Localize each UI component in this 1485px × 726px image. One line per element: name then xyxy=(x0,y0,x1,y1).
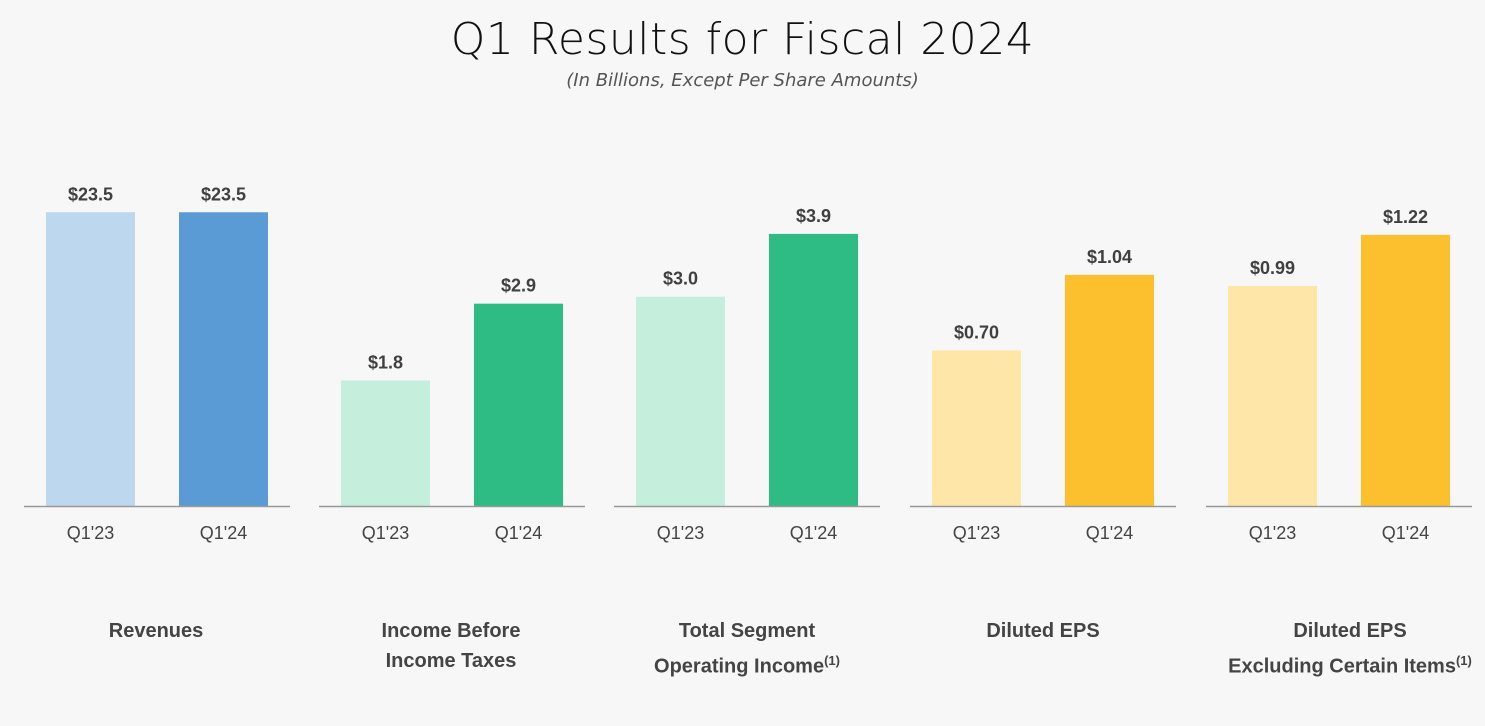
panel-label-line2: Income Taxes xyxy=(385,650,517,672)
footnote-marker: (1) xyxy=(1455,653,1472,668)
tick-label: Q1'24 xyxy=(495,523,542,543)
data-label: $2.9 xyxy=(501,276,536,296)
bar-ibit-0 xyxy=(341,380,430,506)
bar-eps_adj-0 xyxy=(1228,286,1317,506)
data-label: $0.70 xyxy=(954,322,999,342)
data-label: $3.0 xyxy=(663,269,698,289)
data-label: $1.8 xyxy=(368,352,403,372)
panel-label-tsoi: Total Segment Operating Income(1) xyxy=(617,616,877,682)
data-label: $1.04 xyxy=(1087,247,1132,267)
bar-tsoi-1 xyxy=(769,233,858,506)
tick-label: Q1'23 xyxy=(1249,523,1296,543)
chart-revenues: $23.5 Q1'23 $23.5 Q1'24 xyxy=(24,184,290,543)
bar-tsoi-0 xyxy=(636,296,725,506)
bar-eps-1 xyxy=(1065,274,1154,506)
bar-revenues-0 xyxy=(46,212,135,506)
tick-label: Q1'23 xyxy=(67,523,114,543)
panel-label-revenues: Revenues xyxy=(26,616,286,646)
panel-label-line1: Diluted EPS xyxy=(986,620,1100,642)
tick-label: Q1'23 xyxy=(362,523,409,543)
panel-label-ibit: Income Before Income Taxes xyxy=(321,616,581,676)
chart-eps: $0.70 Q1'23 $1.04 Q1'24 xyxy=(910,247,1176,543)
page-subtitle: (In Billions, Except Per Share Amounts) xyxy=(566,70,919,91)
chart-tsoi: $3.0 Q1'23 $3.9 Q1'24 xyxy=(614,206,880,543)
data-label: $1.22 xyxy=(1383,207,1428,227)
panel-label-line2: Excluding Certain Items xyxy=(1228,655,1456,678)
data-label: $0.99 xyxy=(1250,258,1295,278)
data-label: $3.9 xyxy=(796,206,831,226)
tick-label: Q1'24 xyxy=(1382,523,1429,543)
chart-eps_adj: $0.99 Q1'23 $1.22 Q1'24 xyxy=(1206,207,1472,543)
panel-label-line1: Income Before xyxy=(381,620,521,642)
chart-ibit: $1.8 Q1'23 $2.9 Q1'24 xyxy=(319,276,585,543)
panel-label-eps-adj: Diluted EPS Excluding Certain Items(1) xyxy=(1190,616,1485,682)
bar-ibit-1 xyxy=(474,303,563,506)
tick-label: Q1'24 xyxy=(790,523,837,543)
panel-label-line1: Diluted EPS xyxy=(1293,620,1407,642)
tick-label: Q1'23 xyxy=(953,523,1000,543)
page-title: Q1 Results for Fiscal 2024 xyxy=(450,14,1035,65)
panel-label-line1: Total Segment xyxy=(678,620,816,642)
panel-label-eps: Diluted EPS xyxy=(913,616,1173,646)
data-label: $23.5 xyxy=(201,184,246,204)
data-label: $23.5 xyxy=(68,184,113,204)
tick-label: Q1'23 xyxy=(657,523,704,543)
tick-label: Q1'24 xyxy=(200,523,247,543)
footnote-marker: (1) xyxy=(824,653,840,668)
panel-label-line2: Operating Income xyxy=(654,655,825,678)
bar-revenues-1 xyxy=(179,212,268,506)
bar-eps-0 xyxy=(932,350,1021,506)
bar-eps_adj-1 xyxy=(1361,234,1450,506)
tick-label: Q1'24 xyxy=(1086,523,1133,543)
panel-label-line1: Revenues xyxy=(108,620,204,642)
